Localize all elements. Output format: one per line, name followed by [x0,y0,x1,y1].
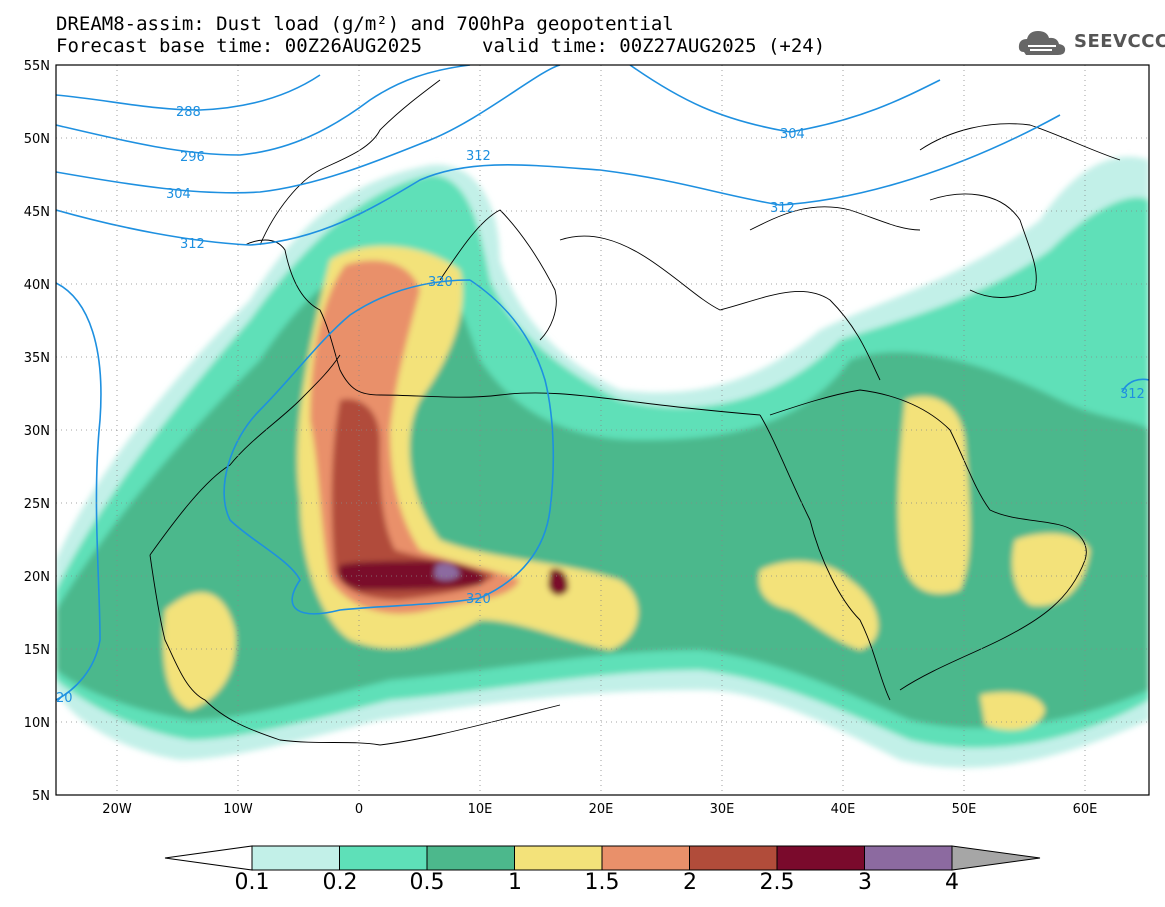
contour-label: 312 [770,201,795,216]
contour-320-west [56,282,102,701]
dust-band-1-somalia [980,692,1045,730]
seevccc-logo: SEEVCCC [1016,24,1165,60]
map-title: DREAM8-assim: Dust load (g/m²) and 700hP… [56,13,674,35]
colorbar-swatch [601,845,690,871]
lat-label: 10N [24,716,50,731]
longitude-axis: 20W 10W 0 10E 20E 30E 40E 50E 60E [102,802,1097,817]
colorbar-label: 4 [945,870,959,895]
colorbar-label: 0.5 [409,870,445,895]
latitude-axis: 55N 50N 45N 40N 35N 30N 25N 20N 15N 10N … [24,59,50,804]
lon-label: 40E [831,802,856,817]
colorbar-right-arrow [951,845,1041,871]
colorbar-label: 0.2 [322,870,358,895]
colorbar-label: 2.5 [759,870,795,895]
contour-label: 288 [176,105,201,120]
colorbar-swatch [426,845,515,871]
contour-label: 320 [428,275,453,290]
forecast-base-time: Forecast base time: 00Z26AUG2025 [56,35,423,57]
lat-label: 20N [24,570,50,585]
lat-label: 5N [32,789,50,804]
dust-band-1-redsea [758,561,879,650]
lat-label: 35N [24,351,50,366]
cloud-icon [1018,31,1066,55]
colorbar-label: 0.1 [234,870,270,895]
map-area: 288 296 304 312 320 320 312 304 312 312 … [56,65,1149,795]
lon-label: 0 [355,802,363,817]
colorbar-label: 3 [858,870,872,895]
lon-label: 30E [710,802,735,817]
lat-label: 40N [24,278,50,293]
lat-label: 25N [24,497,50,512]
contour-320 [223,279,555,615]
colorbar-swatch [689,845,778,871]
dust-band-2 [331,399,495,600]
lat-label: 55N [24,59,50,74]
lat-label: 15N [24,643,50,658]
coastlines [149,79,1121,746]
lat-label: 50N [24,132,50,147]
lon-label: 20W [102,802,132,817]
contour-label: 20 [56,691,73,706]
contour-label: 312 [1120,387,1145,402]
valid-time: valid time: 00Z27AUG2025 (+24) [482,35,826,57]
colorbar-swatch [514,845,603,871]
colorbar-swatch [864,845,953,871]
contour-label: 304 [166,187,191,202]
lon-label: 60E [1073,802,1098,817]
contour-288 [56,74,321,111]
contour-label: 304 [780,127,805,142]
contour-312-east [1121,378,1149,393]
dust-band-2.5-east [548,568,569,596]
lat-label: 30N [24,424,50,439]
lon-label: 10E [468,802,493,817]
lat-label: 45N [24,205,50,220]
colorbar-swatch [339,845,428,871]
contour-296 [56,65,471,156]
colorbar-swatch [776,845,865,871]
dust-band-1-arabia [897,396,970,594]
contour-304 [56,65,941,194]
graticule [56,65,1149,795]
colorbar-label: 1.5 [584,870,620,895]
lon-label: 50E [952,802,977,817]
geopotential-contours [56,65,1149,701]
colorbar-label: 1 [508,870,522,895]
colorbar [164,845,1041,871]
contour-312 [56,114,1061,246]
dust-band-3 [434,563,460,581]
map-frame [55,64,1150,796]
lon-label: 10W [223,802,253,817]
colorbar-label: 2 [683,870,697,895]
contour-label: 312 [466,149,491,164]
logo-text: SEEVCCC [1074,31,1165,52]
contour-label: 296 [180,150,205,165]
dust-band-1-west [163,592,236,710]
lon-label: 20E [589,802,614,817]
colorbar-left-arrow [164,845,253,871]
contour-label: 320 [466,592,491,607]
contour-label: 312 [180,237,205,252]
colorbar-swatch [251,845,340,871]
